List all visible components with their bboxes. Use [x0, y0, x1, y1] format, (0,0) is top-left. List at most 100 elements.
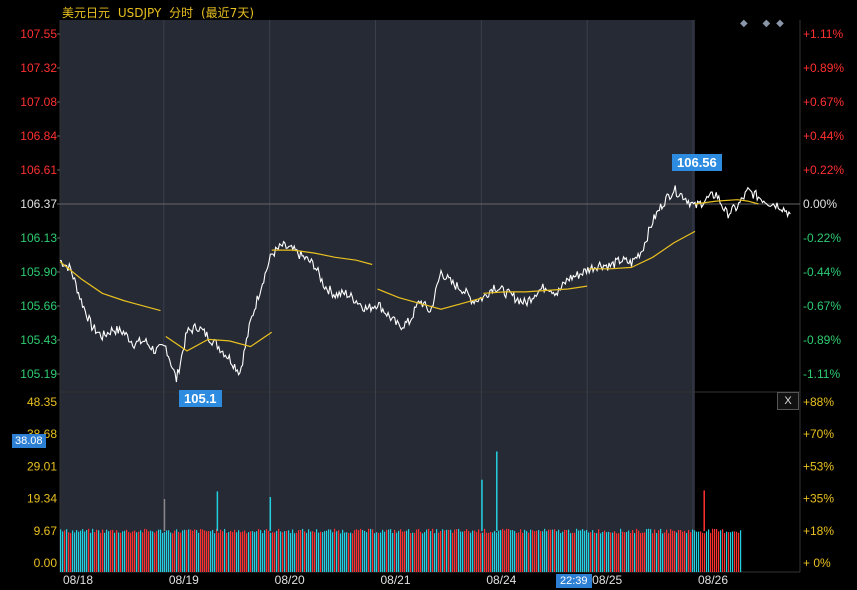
y-tick-right-label: +0.22% — [803, 163, 844, 177]
y-tick-right-label: -0.89% — [803, 333, 841, 347]
volume-bar — [386, 529, 388, 572]
volume-bar — [168, 530, 170, 572]
volume-bar — [728, 532, 730, 572]
time-range: (最近7天) — [201, 6, 254, 20]
volume-bar — [576, 528, 578, 572]
volume-bar — [62, 531, 64, 572]
volume-bar — [514, 531, 516, 572]
volume-bar — [330, 529, 332, 572]
volume-bar — [374, 533, 376, 572]
y-tick-right-label: +0.44% — [803, 129, 844, 143]
volume-bar — [146, 529, 148, 572]
volume-bar — [126, 529, 128, 572]
volume-bar — [506, 528, 508, 572]
volume-bar — [634, 533, 636, 572]
volume-bar — [608, 531, 610, 572]
volume-bar — [712, 528, 714, 572]
volume-bar — [434, 533, 436, 572]
y-tick-right-label: +0.89% — [803, 61, 844, 75]
volume-bar — [636, 528, 638, 572]
volume-bar — [120, 532, 122, 572]
volume-bar — [730, 532, 732, 572]
price-panel-bg — [60, 20, 695, 392]
volume-bar — [530, 529, 532, 572]
chart-title: 美元日元 USDJPY 分时 (最近7天) — [62, 4, 258, 21]
volume-bar — [596, 533, 598, 572]
volume-bar — [296, 532, 298, 572]
volume-bar — [436, 529, 438, 572]
volume-bar — [78, 531, 80, 572]
volume-bar — [664, 532, 666, 572]
x-tick-label: 08/18 — [63, 573, 93, 587]
volume-bar — [116, 530, 118, 572]
volume-bar — [164, 532, 166, 572]
volume-bar — [76, 530, 78, 572]
volume-bar — [452, 532, 454, 572]
volume-bar — [82, 529, 84, 572]
volume-bar — [312, 531, 314, 572]
volume-bar — [222, 531, 224, 572]
volume-bar — [184, 529, 186, 572]
volume-bar — [440, 530, 442, 572]
average-line — [694, 199, 759, 205]
volume-bar — [420, 531, 422, 572]
volume-bar — [698, 531, 700, 572]
volume-bar — [382, 529, 384, 572]
volume-bar — [90, 532, 92, 572]
y-tick-label: 106.13 — [20, 231, 57, 245]
volume-bar — [186, 530, 188, 572]
volume-bar — [508, 528, 510, 572]
diamond-icon[interactable]: ◆ ◆◆ — [740, 18, 790, 29]
volume-bar — [736, 531, 738, 572]
y-tick-label: 105.66 — [20, 299, 57, 313]
volume-bar — [446, 529, 448, 572]
volume-bar — [262, 533, 264, 572]
volume-bar — [64, 530, 66, 572]
volume-bar — [102, 529, 104, 572]
volume-bar — [622, 531, 624, 572]
volume-tick-label: 9.67 — [34, 524, 58, 538]
volume-bar — [336, 531, 338, 572]
volume-bar — [114, 532, 116, 572]
volume-bar — [510, 530, 512, 572]
x-tick-label: 08/25 — [592, 573, 622, 587]
volume-bar — [580, 530, 582, 572]
volume-bar — [554, 529, 556, 572]
volume-bar — [690, 532, 692, 572]
volume-bar — [104, 532, 106, 572]
volume-bar — [714, 529, 716, 572]
close-button[interactable]: X — [777, 392, 799, 410]
volume-bar — [618, 533, 620, 572]
chart-mode: 分时 — [169, 6, 194, 20]
volume-bar — [592, 530, 594, 572]
volume-bar — [94, 532, 96, 572]
volume-bar — [600, 533, 602, 572]
volume-bar — [384, 531, 386, 572]
volume-bar — [414, 532, 416, 572]
low-callout: 105.1 — [179, 390, 222, 407]
volume-bar — [410, 533, 412, 572]
volume-bar — [66, 529, 68, 572]
volume-bar — [252, 531, 254, 572]
volume-bar — [396, 532, 398, 572]
volume-bar — [642, 532, 644, 572]
y-tick-label: 105.90 — [20, 265, 57, 279]
volume-bar — [412, 532, 414, 572]
volume-bar — [74, 532, 76, 572]
volume-bar — [84, 531, 86, 572]
volume-bar — [688, 530, 690, 572]
volume-bar — [124, 530, 126, 572]
volume-bar — [416, 529, 418, 572]
volume-bar — [494, 530, 496, 572]
volume-spike — [269, 497, 272, 532]
volume-bar — [188, 529, 190, 572]
volume-bar — [310, 531, 312, 572]
volume-bar — [700, 531, 702, 572]
volume-bar — [408, 529, 410, 572]
volume-bar — [244, 530, 246, 572]
volume-bar — [218, 532, 220, 572]
volume-bar — [132, 531, 134, 572]
volume-bar — [80, 530, 82, 572]
volume-spike — [163, 499, 166, 532]
